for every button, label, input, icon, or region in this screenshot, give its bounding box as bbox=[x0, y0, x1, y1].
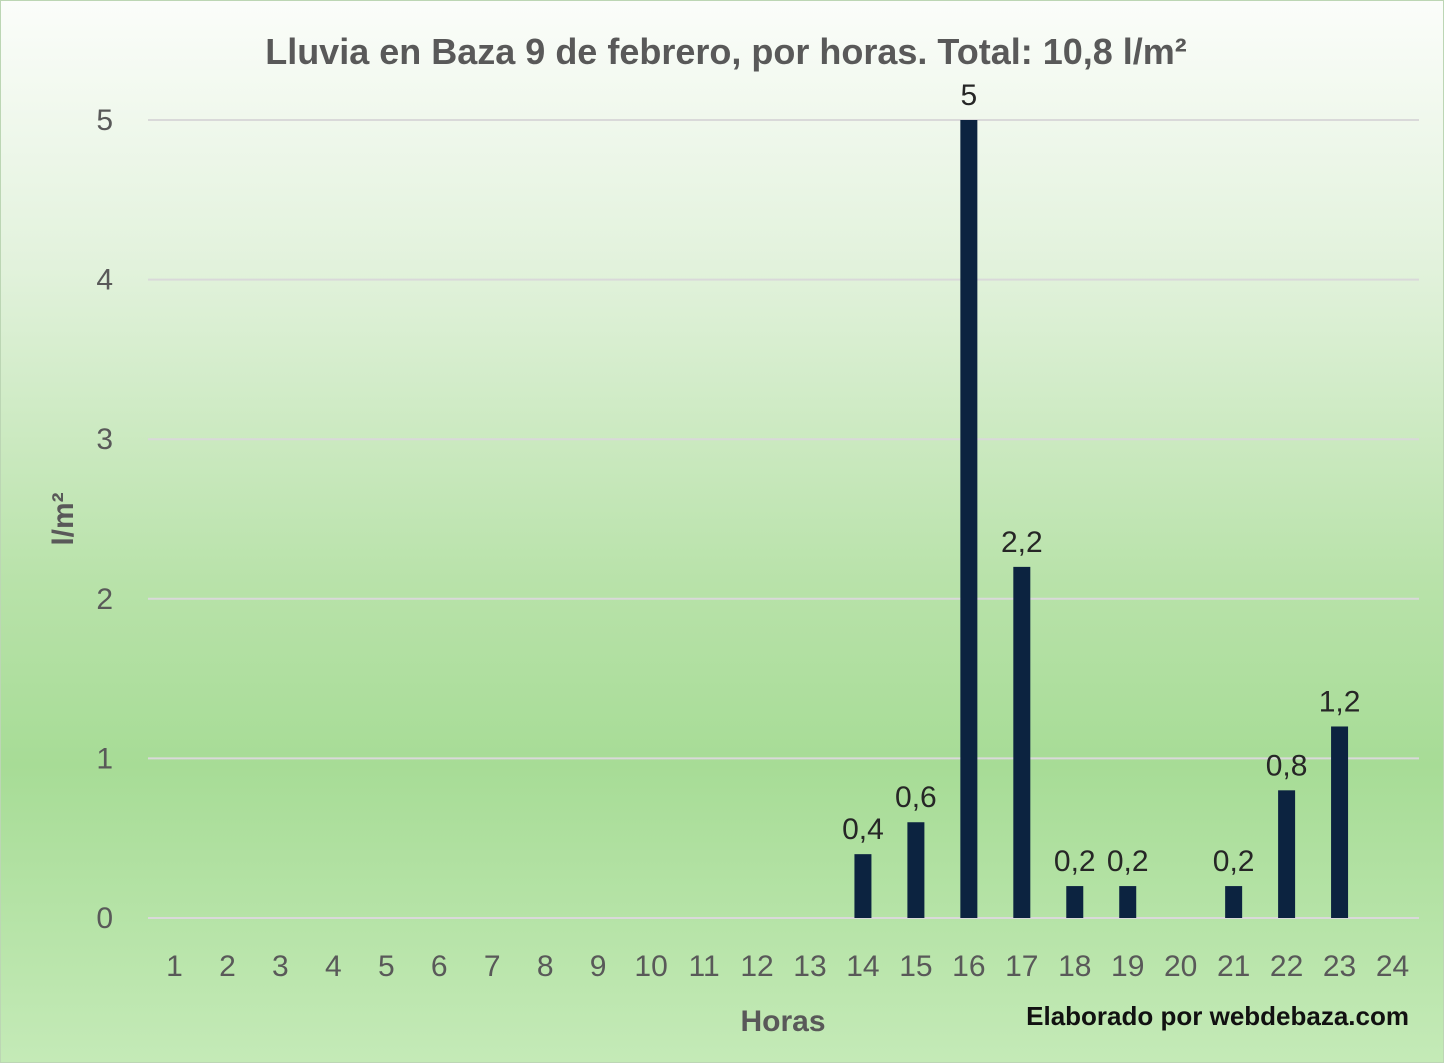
x-tick-label: 8 bbox=[537, 950, 554, 983]
bar-hour-16 bbox=[960, 120, 978, 918]
x-tick-label: 20 bbox=[1164, 950, 1197, 983]
x-tick-label: 9 bbox=[590, 950, 607, 983]
bar-hour-14 bbox=[854, 854, 872, 918]
x-tick-label: 11 bbox=[688, 950, 719, 983]
data-label-hour-14: 0,4 bbox=[842, 813, 884, 846]
y-tick-label: 4 bbox=[96, 264, 113, 297]
gridlines bbox=[148, 119, 1419, 919]
x-tick-label: 16 bbox=[952, 950, 985, 983]
x-tick-label: 22 bbox=[1270, 950, 1303, 983]
x-tick-label: 18 bbox=[1058, 950, 1091, 983]
x-tick-label: 2 bbox=[219, 950, 236, 983]
x-tick-label: 17 bbox=[1005, 950, 1038, 983]
y-tick-label: 0 bbox=[96, 902, 113, 935]
data-labels: 0,4 0,6 5 2,2 0,2 0,2 0,2 0,8 1,2 bbox=[842, 79, 1360, 878]
data-label-hour-19: 0,2 bbox=[1107, 845, 1149, 878]
y-tick-label: 1 bbox=[96, 742, 113, 775]
x-tick-label: 7 bbox=[484, 950, 501, 983]
x-tick-label: 10 bbox=[634, 950, 667, 983]
data-label-hour-16: 5 bbox=[961, 79, 978, 112]
x-tick-label: 12 bbox=[740, 950, 773, 983]
x-tick-label: 21 bbox=[1217, 950, 1250, 983]
x-tick-label: 3 bbox=[272, 950, 289, 983]
y-tick-label: 5 bbox=[96, 104, 113, 137]
x-tick-label: 19 bbox=[1111, 950, 1144, 983]
x-axis-title: Horas bbox=[740, 1005, 825, 1038]
y-axis-title: l/m² bbox=[47, 492, 80, 545]
bar-hour-18 bbox=[1066, 886, 1084, 918]
data-label-hour-15: 0,6 bbox=[895, 781, 937, 814]
x-tick-label: 1 bbox=[166, 950, 183, 983]
data-label-hour-17: 2,2 bbox=[1001, 526, 1043, 559]
x-tick-label: 15 bbox=[899, 950, 932, 983]
bar-hour-23 bbox=[1331, 726, 1349, 918]
bar-hour-19 bbox=[1119, 886, 1137, 918]
x-axis-ticks: 1 2 3 4 5 6 7 8 9 10 11 12 13 14 15 16 17 18 19 20 21 22 23 24 bbox=[166, 950, 1409, 983]
bars bbox=[854, 120, 1349, 918]
data-label-hour-22: 0,8 bbox=[1266, 749, 1308, 782]
bar-hour-21 bbox=[1225, 886, 1243, 918]
x-tick-label: 24 bbox=[1376, 950, 1409, 983]
x-tick-label: 5 bbox=[378, 950, 395, 983]
data-label-hour-23: 1,2 bbox=[1319, 685, 1361, 718]
x-tick-label: 13 bbox=[793, 950, 826, 983]
x-tick-label: 6 bbox=[431, 950, 448, 983]
bar-hour-15 bbox=[907, 822, 925, 918]
credit-text: Elaborado por webdebaza.com bbox=[1026, 1001, 1409, 1031]
x-tick-label: 4 bbox=[325, 950, 342, 983]
bar-hour-17 bbox=[1013, 566, 1031, 918]
data-label-hour-18: 0,2 bbox=[1054, 845, 1096, 878]
data-label-hour-21: 0,2 bbox=[1213, 845, 1255, 878]
y-axis-ticks: 0 1 2 3 4 5 bbox=[96, 104, 113, 935]
bar-hour-22 bbox=[1278, 790, 1296, 918]
y-tick-label: 3 bbox=[96, 423, 113, 456]
y-tick-label: 2 bbox=[96, 583, 113, 616]
chart-title: Lluvia en Baza 9 de febrero, por horas. … bbox=[265, 31, 1187, 72]
x-tick-label: 14 bbox=[846, 950, 879, 983]
x-tick-label: 23 bbox=[1323, 950, 1356, 983]
